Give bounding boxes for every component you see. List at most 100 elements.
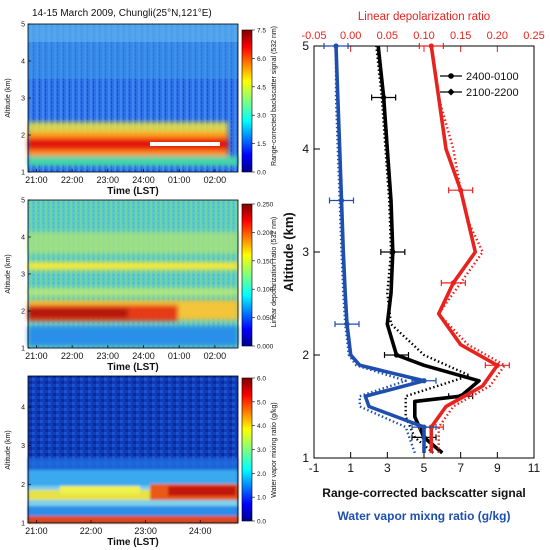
x-tick-label: 21:00 (25, 351, 48, 361)
panel-3-y-ticks: 1 2 3 4 (21, 404, 31, 528)
y-tick-label: 4 (21, 235, 25, 242)
y-tick-label: 2 (21, 133, 25, 140)
panel-2-heatmap: 1 2 3 4 5 21:00 22:00 23:00 24:00 01:00 02:00 Tim… (5, 198, 278, 374)
colorbar-tick-label: 5.0 (257, 399, 266, 406)
x-tick-label: 22:00 (61, 175, 84, 185)
x-tick-label: 24:00 (132, 351, 155, 361)
profile-plot-frame (313, 45, 535, 459)
panel-2-colorbar-label: Linear depolarization ratio (532 nm) (271, 217, 278, 328)
y-tick-label: 1 (21, 346, 25, 353)
panel-2-colorbar-ticks: 0.000 0.050 0.100 0.150 0.200 0.250 (252, 202, 274, 351)
top-tick-label: -0.05 (301, 30, 326, 42)
panel-3-ylabel: Altitude (km) (5, 430, 12, 469)
x-tick-label: -1 (309, 461, 320, 475)
profile-xlabel: Range-corrected backscatter signal (322, 486, 525, 500)
profile-panel: Linear depolarization ratio -0.05 0.00 0.0… (281, 11, 545, 523)
colorbar-tick-label: 3.0 (257, 113, 266, 120)
data-point (421, 378, 427, 384)
colorbar-tick-label: 0.0 (257, 519, 266, 526)
x-tick-label: 24:00 (132, 175, 155, 185)
series-line-depolarization-2 (429, 45, 500, 453)
series-line-backscatter-1 (375, 45, 471, 454)
colorbar-tick-label: 3.0 (257, 447, 266, 454)
top-tick-label: 0.10 (413, 30, 434, 42)
panel-3-heatmap: 1 2 3 4 21:00 22:00 23:00 24:00 Time (LST) Alt… (5, 376, 278, 549)
y-tick-label: 3 (302, 245, 309, 259)
colorbar-tick-label: 4.0 (257, 423, 266, 430)
y-tick-label: 1 (21, 170, 25, 177)
colorbar-tick-label: 0.150 (257, 258, 274, 265)
x-tick-label: 01:00 (168, 175, 191, 185)
legend-marker-circle (448, 73, 454, 79)
panel-1-y-ticks: 1 2 3 4 5 (21, 22, 31, 177)
profile-xlabel-2: Water vapor mixng ratio (g/kg) (338, 509, 511, 523)
panel-1-ylabel: Altitude (km) (5, 78, 12, 117)
x-tick-label: 02:00 (204, 351, 227, 361)
panel-2-y-ticks: 1 2 3 4 5 (21, 198, 31, 353)
series-line-water_vapor-4 (334, 45, 426, 453)
colorbar-tick-label: 2.0 (257, 471, 266, 478)
x-tick-label: 7 (457, 461, 464, 475)
x-tick-label: 23:00 (97, 175, 120, 185)
panel-3-plot (27, 375, 239, 524)
y-tick-label: 3 (21, 443, 25, 450)
x-tick-label: 24:00 (189, 526, 212, 536)
panel-2-x-ticks: 21:00 22:00 23:00 24:00 01:00 02:00 (25, 345, 226, 361)
y-tick-label: 5 (302, 39, 309, 53)
y-tick-label: 3 (21, 272, 25, 279)
panel-3-x-ticks: 21:00 22:00 23:00 24:00 (25, 520, 211, 536)
x-tick-label: 5 (421, 461, 428, 475)
data-point (381, 94, 387, 101)
panel-1-plot (27, 23, 239, 173)
panel-1-colorbar-ticks: 0.0 1.5 3.0 4.5 6.0 7.5 (252, 28, 266, 177)
y-tick-label: 2 (21, 309, 25, 316)
panel-2-plot (27, 199, 239, 349)
x-tick-label: 21:00 (25, 526, 48, 536)
panel-1-strong-layer (28, 138, 228, 152)
panel-3-colorbar-ticks: 0.0 1.0 2.0 3.0 4.0 5.0 6.0 (252, 376, 266, 526)
legend-item-1: 2400-0100 (466, 71, 519, 83)
panel-2-thin-layer (28, 262, 238, 270)
x-tick-label: 22:00 (61, 351, 84, 361)
y-tick-label: 1 (302, 451, 309, 465)
legend-item-2: 2100-2200 (466, 87, 519, 99)
x-tick-label: 11 (528, 461, 541, 475)
colorbar-tick-label: 0.000 (257, 344, 274, 351)
data-point (393, 352, 400, 358)
colorbar-tick-label: 6.0 (257, 56, 266, 63)
y-tick-label: 3 (21, 96, 25, 103)
y-tick-label: 5 (21, 198, 25, 205)
top-tick-label: 0.15 (450, 30, 471, 42)
profile-x-ticks: -1 1 3 5 7 9 11 (309, 452, 541, 475)
panel-1-x-ticks: 21:00 22:00 23:00 24:00 01:00 02:00 (25, 169, 226, 185)
panel-3-colorbar: 0.0 1.0 2.0 3.0 4.0 5.0 6.0 Water vapor mixing… (241, 376, 278, 526)
colorbar-tick-label: 0.0 (257, 170, 266, 177)
legend-marker-diamond (447, 88, 455, 96)
panel-3-colorbar-label: Water vapor mixing ratio (g/kg) (271, 402, 278, 497)
x-tick-label: 22:00 (80, 526, 103, 536)
panel-2-ylabel: Altitude (km) (5, 254, 12, 293)
data-point (450, 280, 456, 286)
data-point (494, 362, 500, 368)
top-axis-ticks: -0.05 0.00 0.05 0.10 0.15 0.20 0.25 (301, 30, 545, 52)
panel-3-xlabel: Time (LST) (107, 537, 158, 548)
y-tick-label: 4 (21, 59, 25, 66)
panel-1-xlabel: Time (LST) (107, 186, 158, 197)
x-tick-label: 02:00 (204, 175, 227, 185)
panel-1-colorbar-label: Range-corrected backscatter signal (532 … (271, 26, 278, 166)
colorbar-tick-label: 6.0 (257, 376, 266, 383)
top-tick-label: 0.05 (377, 30, 398, 42)
x-tick-label: 21:00 (25, 175, 48, 185)
panel-2-colorbar: 0.000 0.050 0.100 0.150 0.200 0.250 Linear de… (241, 202, 278, 351)
series-line-water_vapor-5 (334, 46, 416, 454)
panel-1-title: 14-15 March 2009, Chungli(25°N,121°E) (32, 8, 212, 19)
colorbar-tick-label: 7.5 (257, 28, 266, 35)
x-tick-label: 1 (347, 461, 354, 475)
data-point (338, 197, 345, 204)
top-tick-label: 0.20 (487, 30, 508, 42)
data-point (421, 424, 427, 430)
x-tick-label: 23:00 (97, 351, 120, 361)
top-axis-label: Linear depolarization ratio (358, 11, 490, 23)
y-tick-label: 1 (21, 521, 25, 528)
